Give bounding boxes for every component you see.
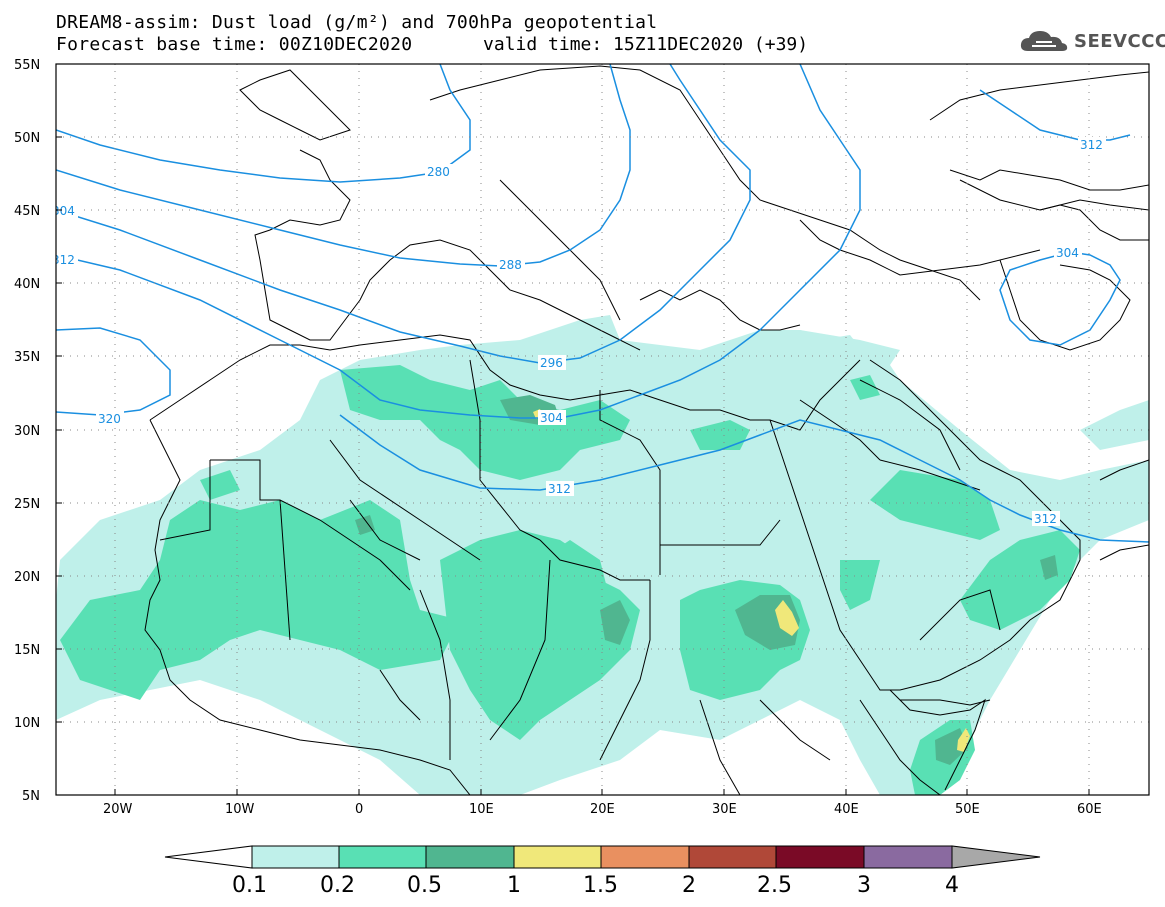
colorbar-segment [513, 845, 602, 869]
lat-label: 35N [14, 350, 40, 365]
colorbar-segment [600, 845, 690, 869]
contour-296 [56, 64, 751, 364]
valid-time: valid time: 15Z11DEC2020 (+39) [483, 34, 809, 55]
colorbar-segment [688, 845, 777, 869]
seevccc-logo: SEEVCCC [1018, 26, 1165, 56]
contour-label-304-east: 304 [1056, 246, 1079, 260]
contour-280 [56, 64, 471, 183]
lat-label: 40N [14, 277, 40, 292]
contour-label-312-arabia: 312 [1034, 512, 1057, 526]
lat-label: 45N [14, 204, 40, 219]
colorbar-label: 0.2 [320, 873, 355, 898]
dust-fields: 280 288 296 304 312 320 304 312 312 312 … [52, 64, 1149, 795]
axis-ticks [56, 63, 1090, 796]
contour-304-caspian [999, 251, 1121, 346]
logo-text: SEEVCCC [1074, 30, 1165, 52]
colorbar-segment [425, 845, 515, 869]
contour-labels: 280 288 296 304 312 320 304 312 312 312 … [52, 137, 1106, 526]
lat-label: 55N [14, 58, 40, 73]
colorbar-label: 2 [682, 873, 696, 898]
longitude-labels: 20W 10W 0 10E 20E 30E 40E 50E 60E [103, 802, 1102, 817]
map-title: DREAM8-assim: Dust load (g/m²) and 700hP… [56, 12, 658, 33]
lon-label: 10W [225, 802, 255, 817]
colorbar-label: 0.1 [232, 873, 267, 898]
colorbar-label: 3 [857, 873, 871, 898]
colorbar-label: 4 [945, 873, 959, 898]
lat-label: 25N [14, 497, 40, 512]
cloud-logo-icon [1020, 31, 1068, 51]
forecast-base-time: Forecast base time: 00Z10DEC2020 [56, 34, 413, 55]
contour-312-south [339, 414, 1149, 543]
contour-label-288: 288 [499, 258, 522, 272]
colorbar-label: 1 [507, 873, 521, 898]
colorbar-low-arrow [164, 845, 253, 869]
colorbar-segment [251, 845, 340, 869]
lon-label: 60E [1077, 802, 1102, 817]
colorbar-segment [338, 845, 427, 869]
contour-label-320: 320 [98, 412, 121, 426]
lon-label: 50E [955, 802, 980, 817]
map-grid [56, 64, 1149, 795]
lat-label: 10N [14, 716, 40, 731]
country-borders [144, 65, 1149, 795]
colorbar-label: 1.5 [583, 873, 618, 898]
colorbar-label: 2.5 [757, 873, 792, 898]
contour-label-304-west: 304 [52, 204, 75, 218]
lat-label: 5N [22, 789, 40, 804]
contour-label-312: 312 [548, 482, 571, 496]
colorbar: 0.1 0.2 0.5 1 1.5 2 2.5 3 4 [164, 845, 1041, 898]
lat-label: 30N [14, 424, 40, 439]
colorbar-segment [775, 845, 865, 869]
lat-label: 50N [14, 131, 40, 146]
lon-label: 20W [103, 802, 133, 817]
lon-label: 40E [834, 802, 859, 817]
contour-label-312-north: 312 [1080, 138, 1103, 152]
lon-label: 10E [469, 802, 494, 817]
colorbar-segment [863, 845, 953, 869]
latitude-labels: 55N 50N 45N 40N 35N 30N 25N 20N 15N 10N … [14, 58, 40, 804]
colorbar-label: 0.5 [407, 873, 442, 898]
contour-label-296: 296 [540, 356, 563, 370]
lon-label: 30E [712, 802, 737, 817]
contour-label-280: 280 [427, 165, 450, 179]
lon-label: 20E [590, 802, 615, 817]
contour-304 [56, 64, 861, 419]
contour-label-304: 304 [540, 411, 563, 425]
colorbar-high-arrow [951, 845, 1041, 869]
contour-312-north [979, 89, 1131, 141]
lat-label: 15N [14, 643, 40, 658]
contour-label-312-west: 312 [52, 253, 75, 267]
lon-label: 0 [355, 802, 363, 817]
lat-label: 20N [14, 570, 40, 585]
